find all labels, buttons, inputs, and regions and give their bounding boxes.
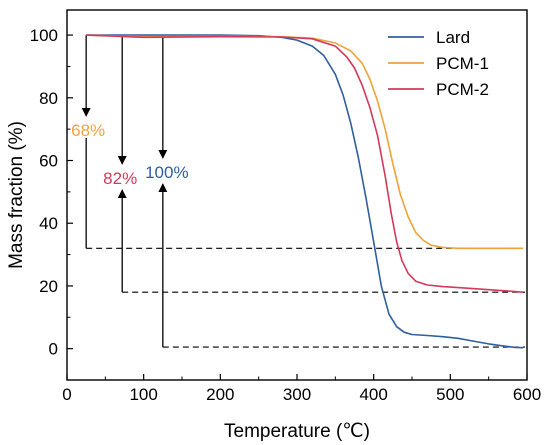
x-tick-label: 300 [283,385,311,404]
series-line-pcm-2 [86,34,524,293]
y-axis-title: Mass fraction (%) [6,121,27,269]
x-axis-ticks: 0 100 200 300 400 500 600 [62,374,541,404]
x-axis-title: Temperature (℃) [224,421,370,442]
y-tick-label: 20 [39,277,58,296]
legend-label: PCM-2 [436,80,489,99]
legend-label: PCM-1 [436,54,489,73]
y-tick-label: 80 [39,89,58,108]
y-tick-label: 100 [30,26,58,45]
mass-loss-label: 68% [71,121,105,140]
x-tick-label: 0 [62,385,71,404]
mass-loss-label: 100% [145,163,188,182]
y-tick-label: 60 [39,152,58,171]
legend: Lard PCM-1 PCM-2 [388,28,489,99]
x-tick-label: 600 [513,385,541,404]
series-line-lard [86,34,524,349]
x-tick-label: 500 [436,385,464,404]
mass-loss-label: 82% [103,169,137,188]
y-tick-label: 40 [39,214,58,233]
x-tick-label: 200 [206,385,234,404]
y-axis-ticks: 0 20 40 60 80 100 [30,26,73,381]
x-tick-label: 100 [129,385,157,404]
series-lines [86,34,524,349]
y-tick-label: 0 [49,340,58,359]
annotation-labels: 68% 82% 100% [71,121,188,188]
x-tick-label: 400 [359,385,387,404]
legend-label: Lard [436,28,470,47]
